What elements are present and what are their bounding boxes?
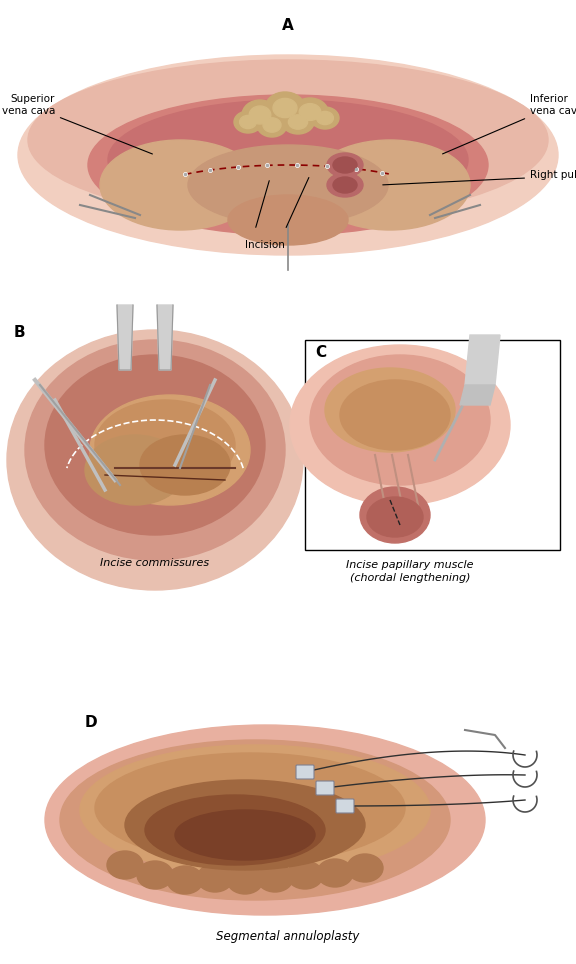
Ellipse shape xyxy=(90,395,250,505)
FancyBboxPatch shape xyxy=(296,765,314,779)
FancyBboxPatch shape xyxy=(336,799,354,813)
Ellipse shape xyxy=(145,795,325,865)
Ellipse shape xyxy=(327,153,363,177)
Ellipse shape xyxy=(257,113,287,137)
Text: Right pulmonary veins: Right pulmonary veins xyxy=(383,170,576,185)
Ellipse shape xyxy=(100,140,260,230)
Ellipse shape xyxy=(311,107,339,129)
Text: Segmental annuloplasty: Segmental annuloplasty xyxy=(217,930,359,943)
Ellipse shape xyxy=(140,435,230,495)
Ellipse shape xyxy=(167,866,203,894)
Ellipse shape xyxy=(317,112,334,124)
Ellipse shape xyxy=(340,380,450,450)
Text: Incise commissures: Incise commissures xyxy=(100,558,210,568)
Ellipse shape xyxy=(88,95,488,235)
Ellipse shape xyxy=(310,140,470,230)
Ellipse shape xyxy=(197,864,233,892)
Ellipse shape xyxy=(227,866,263,894)
Polygon shape xyxy=(465,335,500,385)
Ellipse shape xyxy=(137,861,173,889)
Ellipse shape xyxy=(360,487,430,543)
Ellipse shape xyxy=(333,177,357,193)
Text: D: D xyxy=(85,715,97,730)
Ellipse shape xyxy=(263,118,281,132)
Polygon shape xyxy=(460,385,495,405)
Ellipse shape xyxy=(80,745,430,875)
Ellipse shape xyxy=(95,400,235,490)
Ellipse shape xyxy=(28,60,548,220)
Ellipse shape xyxy=(45,725,485,915)
Text: A: A xyxy=(282,18,294,33)
Ellipse shape xyxy=(310,355,490,485)
Ellipse shape xyxy=(60,740,450,900)
Ellipse shape xyxy=(108,100,468,220)
Polygon shape xyxy=(117,305,133,370)
Ellipse shape xyxy=(282,110,314,134)
Ellipse shape xyxy=(188,145,388,225)
Bar xyxy=(305,340,560,550)
Ellipse shape xyxy=(333,157,357,173)
Ellipse shape xyxy=(175,810,315,860)
Ellipse shape xyxy=(290,345,510,505)
Text: Incise papillary muscle
(chordal lengthening): Incise papillary muscle (chordal lengthe… xyxy=(346,560,473,583)
Ellipse shape xyxy=(289,115,308,129)
Ellipse shape xyxy=(347,854,383,882)
Ellipse shape xyxy=(18,55,558,255)
Text: Superior
vena cava: Superior vena cava xyxy=(2,94,153,154)
Ellipse shape xyxy=(249,106,271,124)
Ellipse shape xyxy=(85,435,185,505)
Ellipse shape xyxy=(95,753,405,863)
Ellipse shape xyxy=(273,98,297,118)
Text: Inferior
vena cava: Inferior vena cava xyxy=(442,94,576,154)
Ellipse shape xyxy=(45,355,265,535)
Ellipse shape xyxy=(25,340,285,560)
Text: C: C xyxy=(315,345,326,360)
Ellipse shape xyxy=(242,100,278,130)
Ellipse shape xyxy=(327,173,363,197)
Text: B: B xyxy=(14,325,25,340)
Ellipse shape xyxy=(325,368,455,452)
Ellipse shape xyxy=(257,864,293,892)
Ellipse shape xyxy=(292,98,328,126)
Ellipse shape xyxy=(265,92,305,124)
Ellipse shape xyxy=(287,861,323,889)
Ellipse shape xyxy=(125,780,365,870)
Ellipse shape xyxy=(367,497,423,537)
Polygon shape xyxy=(157,305,173,370)
Ellipse shape xyxy=(234,111,262,133)
Ellipse shape xyxy=(317,859,353,887)
Ellipse shape xyxy=(299,103,321,120)
Ellipse shape xyxy=(107,851,143,879)
Text: Incision: Incision xyxy=(245,240,285,250)
Ellipse shape xyxy=(228,195,348,245)
Ellipse shape xyxy=(7,330,303,590)
FancyBboxPatch shape xyxy=(316,781,334,795)
Ellipse shape xyxy=(240,116,256,128)
